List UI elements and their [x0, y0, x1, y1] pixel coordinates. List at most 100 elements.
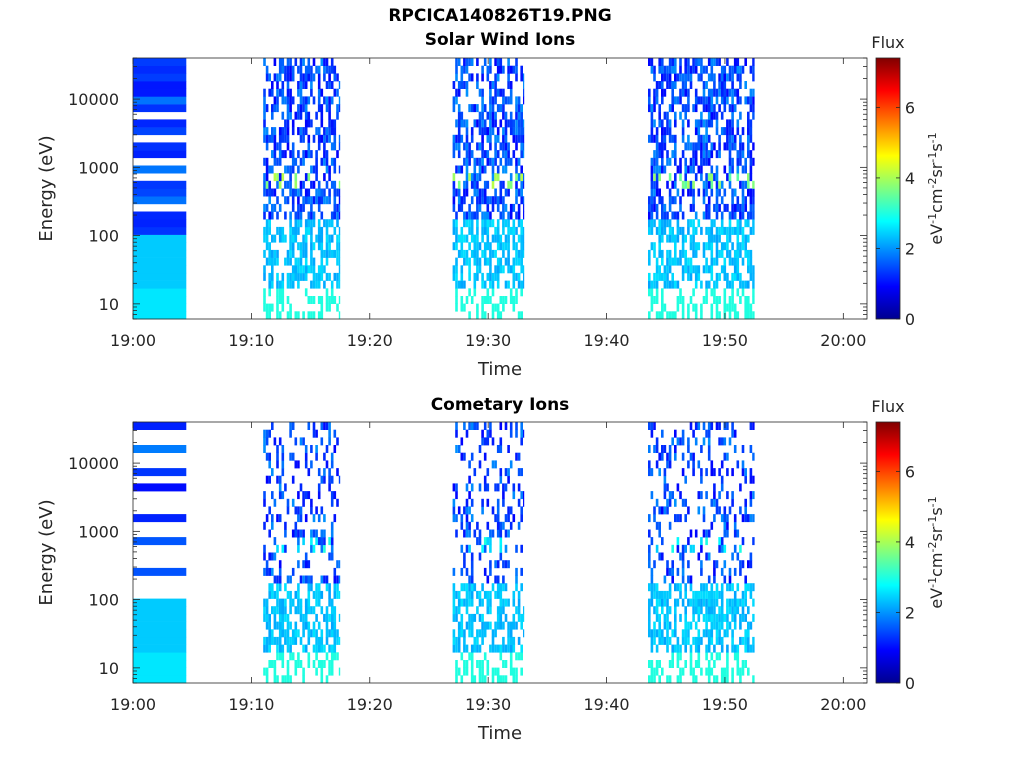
flux-cell [286, 296, 290, 304]
flux-cell [700, 636, 703, 645]
flux-cell [281, 96, 285, 105]
flux-cell [749, 104, 753, 113]
flux-cell [133, 537, 187, 546]
flux-cell [752, 104, 755, 113]
flux-cell [658, 242, 661, 251]
flux-cell [315, 636, 318, 645]
flux-cell [661, 127, 664, 136]
flux-cell [661, 590, 664, 599]
flux-cell [733, 142, 737, 151]
flux-cell [736, 644, 740, 653]
flux-cell [744, 590, 747, 599]
flux-cell [483, 652, 487, 661]
flux-cell [273, 552, 277, 561]
flux-cell [460, 203, 464, 212]
flux-cell [658, 104, 661, 113]
flux-cell [726, 280, 729, 289]
flux-cell [310, 211, 313, 220]
flux-cell [684, 180, 687, 189]
flux-cell [320, 111, 324, 120]
flux-cell [320, 537, 324, 546]
flux-cell [697, 613, 701, 622]
flux-cell [323, 529, 326, 538]
flux-cell [483, 119, 487, 128]
flux-cell [307, 636, 311, 645]
flux-cell [468, 226, 471, 235]
flux-cell [476, 590, 479, 599]
flux-cell [681, 150, 685, 159]
flux-cell [499, 621, 503, 630]
flux-cell [468, 575, 471, 584]
flux-cell [470, 652, 474, 661]
flux-cell [726, 629, 729, 638]
flux-cell [692, 65, 695, 74]
flux-cell [679, 667, 682, 676]
flux-cell [752, 65, 755, 74]
flux-cell [718, 537, 721, 546]
flux-cell [707, 598, 711, 607]
flux-cell [517, 157, 521, 166]
flux-cell [476, 119, 479, 128]
flux-cell [694, 272, 698, 281]
flux-cell [486, 437, 490, 446]
flux-cell [666, 81, 669, 89]
flux-cell [478, 529, 482, 538]
flux-cell [733, 544, 737, 553]
flux-cell [263, 88, 266, 97]
flux-cell [481, 249, 484, 258]
flux-cell [297, 491, 300, 500]
flux-cell [312, 219, 316, 228]
flux-cell [317, 514, 321, 523]
flux-cell [338, 226, 341, 235]
flux-cell [494, 272, 497, 281]
flux-cell [502, 196, 505, 205]
flux-cell [470, 514, 474, 523]
flux-cell [133, 445, 187, 453]
flux-cell [684, 498, 687, 507]
flux-cell [502, 249, 505, 258]
flux-cell [481, 104, 484, 113]
flux-cell [671, 104, 674, 113]
flux-cell [512, 675, 516, 684]
flux-cell [718, 468, 721, 477]
flux-cell [291, 150, 295, 159]
flux-cell [509, 173, 513, 182]
panel-1-title: Solar Wind Ions [424, 30, 576, 50]
flux-cell [661, 598, 664, 607]
flux-cell [330, 537, 334, 546]
flux-cell [457, 88, 461, 97]
flux-cell [666, 234, 669, 243]
flux-cell [726, 613, 729, 622]
flux-cell [747, 127, 750, 136]
flux-cell [720, 514, 724, 523]
flux-cell [697, 636, 701, 645]
flux-cell [739, 150, 742, 159]
flux-cell [452, 173, 456, 182]
flux-cell [457, 180, 461, 189]
flux-cell [739, 567, 742, 576]
flux-cell [707, 660, 711, 668]
flux-cell [523, 226, 525, 235]
flux-cell [648, 196, 651, 205]
flux-cell [310, 165, 313, 174]
flux-cell [694, 437, 698, 446]
flux-cell [726, 203, 729, 212]
flux-cell [650, 537, 654, 546]
flux-cell [263, 58, 266, 66]
flux-cell [457, 58, 461, 66]
flux-cell [284, 529, 287, 538]
flux-cell [739, 272, 742, 281]
flux-cell [470, 234, 474, 243]
flux-cell [713, 498, 716, 507]
flux-cell [705, 203, 708, 212]
flux-cell [491, 104, 495, 113]
flux-cell [494, 58, 497, 66]
flux-cell [481, 142, 484, 151]
flux-cell [278, 514, 282, 523]
flux-cell [507, 188, 510, 197]
flux-cell [312, 211, 316, 220]
flux-cell [486, 606, 490, 615]
flux-cell [741, 234, 745, 243]
flux-cell [689, 203, 693, 212]
flux-cell [715, 180, 719, 189]
